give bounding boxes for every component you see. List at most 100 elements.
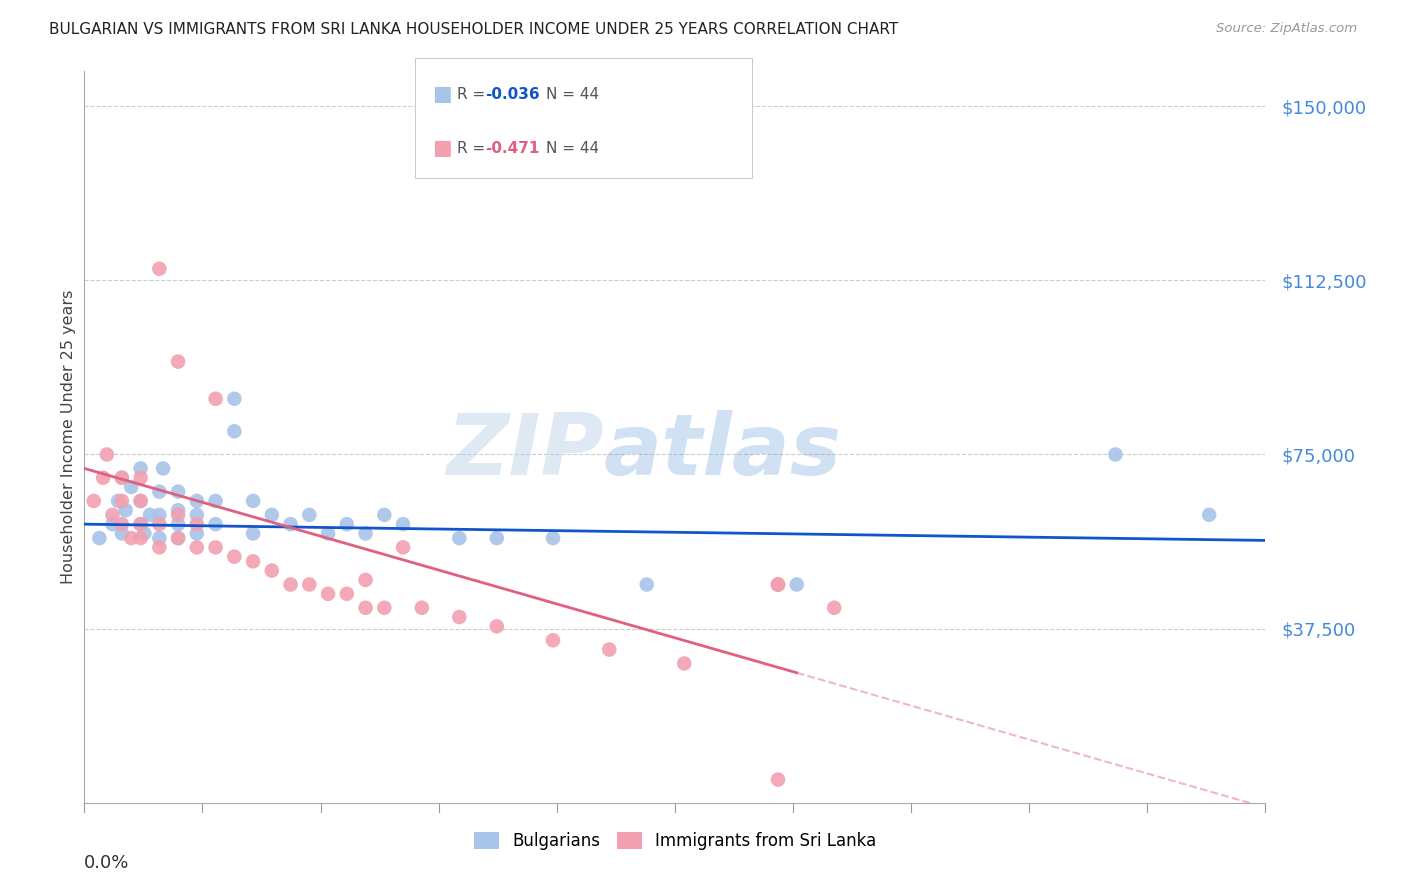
Point: [167, 354, 190, 368]
Y-axis label: Householder Income Under 25 years: Householder Income Under 25 years: [60, 290, 76, 584]
Point: [449, 610, 471, 624]
Text: ■: ■: [432, 84, 451, 104]
Point: [148, 517, 170, 532]
Point: [598, 642, 620, 657]
Point: [242, 554, 264, 568]
Point: [111, 471, 134, 485]
Point: [148, 484, 170, 499]
Point: [280, 517, 302, 532]
Point: [89, 531, 111, 545]
Text: BULGARIAN VS IMMIGRANTS FROM SRI LANKA HOUSEHOLDER INCOME UNDER 25 YEARS CORRELA: BULGARIAN VS IMMIGRANTS FROM SRI LANKA H…: [49, 22, 898, 37]
Point: [373, 508, 395, 522]
Point: [167, 517, 190, 532]
Point: [129, 461, 152, 475]
Point: [766, 577, 789, 591]
Point: [129, 517, 152, 532]
Point: [541, 633, 564, 648]
Text: ZIP: ZIP: [446, 410, 605, 493]
Point: [485, 619, 508, 633]
Legend: Bulgarians, Immigrants from Sri Lanka: Bulgarians, Immigrants from Sri Lanka: [467, 825, 883, 856]
Point: [167, 503, 190, 517]
Text: -0.471: -0.471: [485, 141, 540, 156]
Point: [148, 261, 170, 276]
Point: [336, 517, 359, 532]
Point: [120, 480, 142, 494]
Point: [224, 424, 246, 438]
Point: [373, 600, 395, 615]
Point: [186, 541, 208, 555]
Point: [167, 531, 190, 545]
Point: [186, 517, 208, 532]
Point: [485, 531, 508, 545]
Text: Source: ZipAtlas.com: Source: ZipAtlas.com: [1216, 22, 1357, 36]
Point: [204, 392, 226, 406]
Point: [392, 541, 415, 555]
Point: [766, 577, 789, 591]
Point: [167, 531, 190, 545]
Point: [242, 494, 264, 508]
Text: R =: R =: [457, 141, 491, 156]
Text: R =: R =: [457, 87, 491, 102]
Point: [129, 517, 152, 532]
Point: [129, 531, 152, 545]
Text: -0.036: -0.036: [485, 87, 540, 102]
Point: [111, 471, 134, 485]
Point: [204, 494, 226, 508]
Text: atlas: atlas: [605, 410, 842, 493]
Point: [260, 508, 283, 522]
Point: [167, 484, 190, 499]
Point: [107, 494, 129, 508]
Point: [186, 526, 208, 541]
Point: [541, 531, 564, 545]
Point: [91, 471, 114, 485]
Point: [224, 549, 246, 564]
Point: [139, 508, 162, 522]
Point: [129, 494, 152, 508]
Point: [242, 526, 264, 541]
Point: [167, 508, 190, 522]
Point: [96, 448, 118, 462]
Point: [298, 508, 321, 522]
Point: [101, 517, 124, 532]
Point: [224, 392, 246, 406]
Point: [111, 494, 134, 508]
Point: [449, 531, 471, 545]
Point: [120, 531, 142, 545]
Text: 0.0%: 0.0%: [84, 854, 129, 872]
Point: [1104, 448, 1126, 462]
Point: [148, 531, 170, 545]
Point: [354, 573, 377, 587]
Point: [280, 577, 302, 591]
Point: [111, 517, 134, 532]
Point: [148, 508, 170, 522]
Point: [786, 577, 808, 591]
Point: [766, 772, 789, 787]
Point: [260, 564, 283, 578]
Point: [298, 577, 321, 591]
Point: [354, 600, 377, 615]
Point: [129, 471, 152, 485]
Point: [204, 541, 226, 555]
Point: [129, 494, 152, 508]
Point: [83, 494, 105, 508]
Point: [1198, 508, 1220, 522]
Point: [134, 526, 156, 541]
Point: [186, 494, 208, 508]
Point: [148, 541, 170, 555]
Point: [411, 600, 433, 615]
Text: N = 44: N = 44: [546, 141, 599, 156]
Point: [152, 461, 174, 475]
Point: [111, 526, 134, 541]
Point: [186, 508, 208, 522]
Point: [316, 526, 339, 541]
Point: [636, 577, 658, 591]
Point: [823, 600, 845, 615]
Point: [336, 587, 359, 601]
Point: [101, 508, 124, 522]
Text: N = 44: N = 44: [546, 87, 599, 102]
Point: [114, 503, 136, 517]
Text: ■: ■: [432, 138, 451, 158]
Point: [673, 657, 696, 671]
Point: [392, 517, 415, 532]
Point: [204, 517, 226, 532]
